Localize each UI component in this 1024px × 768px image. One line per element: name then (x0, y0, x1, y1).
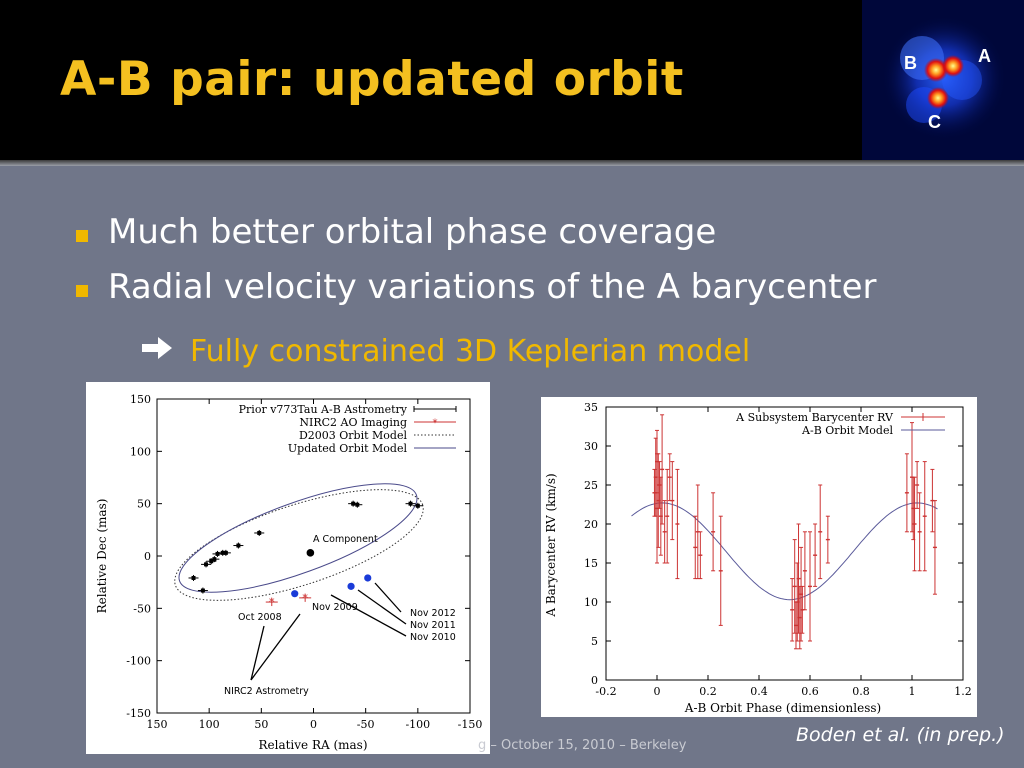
x-tick-label: -0.2 (595, 685, 616, 698)
legend-label: Prior v773Tau A-B Astrometry (239, 403, 408, 416)
astrometry-point (212, 557, 217, 562)
astrometry-point (200, 588, 205, 593)
y-axis-label: Relative Dec (mas) (95, 499, 109, 614)
y-tick-label: 5 (591, 635, 598, 648)
legend-label: NIRC2 AO Imaging (299, 416, 407, 429)
rv-chart-panel: -0.2 0 0.2 0.4 0.6 0.8 1 1.2 0 5 10 15 20 25 30 35 A Su… (541, 397, 977, 717)
astrometry-point (191, 575, 196, 580)
astrometry-point (236, 543, 241, 548)
y-tick-label: 10 (584, 596, 598, 609)
annotation-a-component: A Component (313, 534, 378, 545)
orbit-model-curve (631, 502, 938, 601)
x-axis-label: A-B Orbit Phase (dimensionless) (684, 701, 881, 715)
annotation-nov-2011: Nov 2011 (410, 620, 456, 631)
x-tick-label: -150 (458, 718, 483, 731)
annotation-nirc2-astrometry: NIRC2 Astrometry (224, 686, 309, 697)
bullet-item: Much better orbital phase coverage (72, 212, 877, 267)
astrometry-point (209, 559, 214, 564)
legend-swatch-nirc2: * (433, 418, 438, 429)
inset-label-a: A (978, 46, 991, 66)
sub-bullet-text: Fully constrained 3D Keplerian model (190, 334, 751, 369)
y-tick-label: 15 (584, 557, 598, 570)
y-axis-label: A Barycenter RV (km/s) (544, 473, 558, 617)
x-axis-label: Relative RA (mas) (258, 738, 367, 752)
annotation-nov-2010: Nov 2010 (410, 632, 456, 643)
orbit-chart-panel: 150 100 50 0 -50 -100 -150 150 100 50 0 -50 -100 -150… (86, 382, 490, 754)
slide-title: A-B pair: updated orbit (60, 52, 684, 107)
x-tick-label: -100 (405, 718, 430, 731)
astrometry-point (355, 502, 360, 507)
title-bar-rule (0, 160, 1024, 166)
x-tick-label: 0 (654, 685, 661, 698)
legend-label: D2003 Orbit Model (299, 429, 408, 442)
x-tick-label: 50 (254, 718, 268, 731)
x-tick-label: 0.4 (750, 685, 768, 698)
y-tick-label: 100 (130, 445, 151, 458)
y-tick-label: 30 (584, 440, 598, 453)
y-tick-label: 25 (584, 479, 598, 492)
y-tick-label: 0 (144, 550, 151, 563)
new-epoch-point (364, 574, 372, 582)
y-tick-label: 150 (130, 393, 151, 406)
bullet-text: Much better orbital phase coverage (108, 212, 717, 252)
nirc2-point: * (302, 592, 308, 605)
x-tick-label: 0 (310, 718, 317, 731)
bullet-square-icon (76, 230, 88, 242)
astrometry-point (351, 501, 356, 506)
x-tick-label: 0.6 (801, 685, 819, 698)
x-tick-label: 0.8 (852, 685, 870, 698)
x-tick-label: 1 (909, 685, 916, 698)
new-epoch-point (291, 590, 299, 598)
bullet-item: Radial velocity variations of the A bary… (72, 267, 877, 322)
bullet-square-icon (76, 285, 88, 297)
bullet-text: Radial velocity variations of the A bary… (108, 267, 877, 307)
y-tick-label: 35 (584, 401, 598, 414)
new-epoch-point (347, 582, 355, 590)
star-system-image: A B C (862, 0, 1024, 160)
x-tick-label: 0.2 (699, 685, 717, 698)
a-component-point (306, 549, 315, 557)
inset-label-c: C (928, 112, 941, 132)
updated-orbit-model-curve (178, 483, 418, 593)
y-tick-label: 0 (591, 674, 598, 687)
x-tick-label: -50 (357, 718, 375, 731)
citation-credit: Boden et al. (in prep.) (796, 724, 1005, 746)
nirc2-point: * (269, 596, 275, 609)
astrometry-point (215, 551, 220, 556)
astrometry-point (223, 550, 228, 555)
footer-text: g – October 15, 2010 – Berkeley (478, 738, 687, 753)
x-tick-label: 1.2 (954, 685, 972, 698)
title-bar (0, 0, 1024, 160)
astrometry-point (415, 503, 420, 508)
legend-label: Updated Orbit Model (288, 442, 408, 455)
y-tick-label: 20 (584, 518, 598, 531)
annotation-nov-2012: Nov 2012 (410, 608, 456, 619)
arrow-right-icon (140, 334, 190, 369)
d2003-orbit-model-curve (174, 489, 424, 601)
x-tick-label: 100 (199, 718, 220, 731)
inset-label-b: B (904, 53, 917, 73)
legend-label: A Subsystem Barycenter RV (735, 411, 894, 424)
x-tick-label: 150 (147, 718, 168, 731)
astrometry-point (408, 501, 413, 506)
annotation-oct-2008: Oct 2008 (238, 612, 282, 623)
astrometry-point (257, 530, 262, 535)
legend-label: A-B Orbit Model (801, 424, 893, 437)
bullet-list: Much better orbital phase coverage Radia… (72, 212, 877, 322)
y-tick-label: -100 (126, 655, 151, 668)
orbit-chart: 150 100 50 0 -50 -100 -150150100500-50-100-150… (95, 393, 483, 752)
y-tick-label: -150 (126, 707, 151, 720)
astrometry-point (204, 562, 209, 567)
y-tick-label: 50 (137, 498, 151, 511)
y-tick-label: -50 (133, 602, 151, 615)
plot-frame (605, 406, 964, 681)
annotation-nov-2009: Nov 2009 (312, 602, 358, 613)
sub-bullet: Fully constrained 3D Keplerian model (140, 334, 750, 369)
